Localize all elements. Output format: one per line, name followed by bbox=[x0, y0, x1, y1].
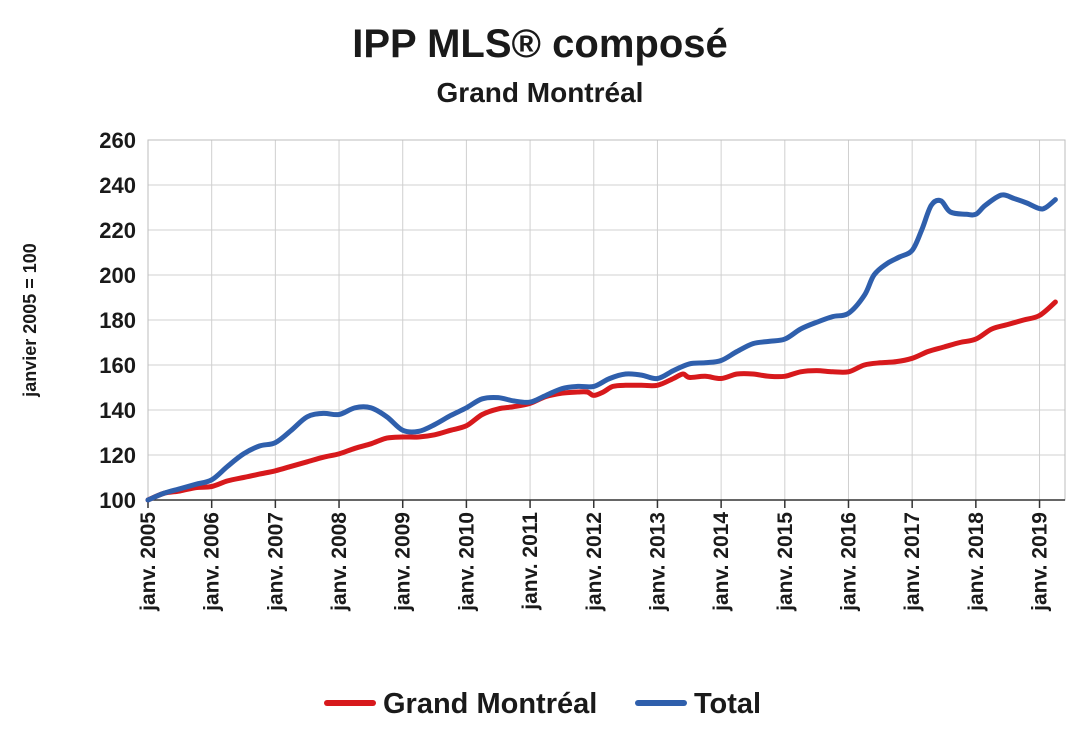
gridlines bbox=[147, 139, 1065, 501]
legend-label-total: Total bbox=[694, 688, 761, 720]
x-tick-label: janv. 2016 bbox=[837, 512, 860, 612]
series-line-grand-montr-al bbox=[145, 299, 1058, 503]
y-tick-label: 120 bbox=[99, 443, 136, 468]
y-axis-label: janvier 2005 = 100 bbox=[20, 243, 40, 398]
x-tick-label: janv. 2018 bbox=[965, 512, 988, 612]
y-tick-labels: 100 120 140 160 180 200 220 240 260 bbox=[99, 128, 136, 513]
x-tick-label: janv. 2019 bbox=[1029, 512, 1052, 612]
series-line-total bbox=[145, 192, 1058, 503]
x-tick-label: janv. 2008 bbox=[328, 512, 351, 612]
chart-subtitle: Grand Montréal bbox=[437, 77, 644, 108]
y-tick-label: 160 bbox=[99, 353, 136, 378]
x-tick-label: janv. 2010 bbox=[455, 512, 478, 612]
y-tick-label: 260 bbox=[99, 128, 136, 153]
y-tick-label: 180 bbox=[99, 308, 136, 333]
x-tick-label: janv. 2011 bbox=[519, 512, 542, 611]
y-tick-label: 240 bbox=[99, 173, 136, 198]
x-tick-label: janv. 2013 bbox=[646, 512, 669, 612]
x-tick-label: janv. 2005 bbox=[137, 512, 160, 612]
axes bbox=[147, 139, 1066, 508]
x-tick-labels: janv. 2005 janv. 2006 janv. 2007 janv. 2008… bbox=[137, 512, 1052, 612]
x-tick-label: janv. 2006 bbox=[201, 512, 224, 612]
chart-title: IPP MLS® composé bbox=[352, 22, 728, 66]
series-lines bbox=[145, 192, 1058, 503]
x-tick-label: janv. 2017 bbox=[901, 512, 924, 612]
x-tick-label: janv. 2015 bbox=[774, 512, 797, 612]
x-tick-label: janv. 2009 bbox=[392, 512, 415, 612]
x-tick-label: janv. 2012 bbox=[583, 512, 606, 612]
y-tick-label: 200 bbox=[99, 263, 136, 288]
legend-label-grand-montr-al: Grand Montréal bbox=[383, 688, 597, 720]
y-tick-label: 100 bbox=[99, 488, 136, 513]
y-tick-label: 140 bbox=[99, 398, 136, 423]
x-tick-label: janv. 2007 bbox=[264, 512, 287, 612]
legend: Grand Montréal Total bbox=[324, 688, 761, 720]
x-tick-label: janv. 2014 bbox=[710, 512, 733, 612]
y-tick-label: 220 bbox=[99, 218, 136, 243]
